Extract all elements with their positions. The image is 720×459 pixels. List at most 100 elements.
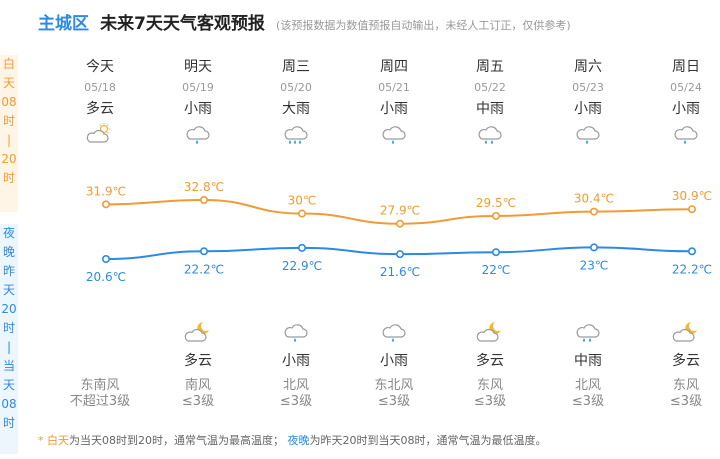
low-temp-point xyxy=(200,247,209,256)
wind-level: ≤3级 xyxy=(279,394,313,409)
low-temp-point xyxy=(297,243,306,252)
night-weather-text: 小雨 xyxy=(380,353,408,369)
high-temp-point xyxy=(491,211,500,220)
partly-cloudy-moon-icon xyxy=(672,322,697,342)
day-date: 05/24 xyxy=(670,81,702,94)
day-weather-text: 小雨 xyxy=(574,101,602,117)
night-column[interactable]: 中雨 北风 ≤3级 xyxy=(548,318,628,410)
side-char: 夜 xyxy=(2,226,15,240)
day-date: 05/23 xyxy=(572,81,604,94)
high-temp-point xyxy=(200,196,209,205)
day-column[interactable]: 周四 05/21 小雨 xyxy=(359,56,429,148)
low-temp-label: 22.2℃ xyxy=(672,262,712,276)
wind-direction: 南风 xyxy=(184,378,211,393)
side-char: 天 xyxy=(2,76,15,90)
side-char: 时 xyxy=(2,171,15,185)
side-char: | xyxy=(6,133,12,147)
light-rain-icon xyxy=(576,126,600,144)
low-temp-label: 23℃ xyxy=(580,258,609,272)
light-rain-icon xyxy=(382,126,406,144)
night-weather-text: 多云 xyxy=(476,353,504,369)
side-char: 天 xyxy=(2,283,15,297)
low-temp-label: 22.9℃ xyxy=(282,259,322,273)
moderate-rain-icon xyxy=(576,324,600,342)
side-char: 白 xyxy=(2,57,15,71)
wind-level: ≤3级 xyxy=(377,394,411,409)
side-char: 晚 xyxy=(2,245,15,259)
high-temp-point xyxy=(687,205,696,214)
night-column[interactable]: 东南风 不超过3级 xyxy=(60,318,140,410)
wind-direction: 北风 xyxy=(282,378,309,393)
side-char: 时 xyxy=(2,416,15,430)
moderate-rain-icon xyxy=(478,126,502,144)
day-column[interactable]: 周五 05/22 中雨 xyxy=(455,56,525,148)
night-weather-text xyxy=(60,350,140,372)
side-char: 天 xyxy=(2,378,15,392)
wind-level: ≤3级 xyxy=(669,394,703,409)
day-column[interactable]: 周日 05/24 小雨 xyxy=(651,56,720,148)
light-rain-icon xyxy=(674,126,698,144)
day-column[interactable]: 明天 05/19 小雨 xyxy=(163,56,233,148)
side-char: 20 xyxy=(1,152,17,166)
day-name: 周日 xyxy=(672,59,700,75)
daytime-period-label: 白 天 08 时 | 20 时 xyxy=(0,55,18,212)
wind-info: 东风 ≤3级 xyxy=(450,378,530,410)
night-weather-text: 小雨 xyxy=(282,353,310,369)
night-column[interactable]: 小雨东北风 ≤3级 xyxy=(354,318,434,410)
wind-info: 北风 ≤3级 xyxy=(548,378,628,410)
wind-direction: 东风 xyxy=(476,378,503,393)
high-temp-point xyxy=(297,209,306,218)
wind-level: 不超过3级 xyxy=(69,394,131,409)
wind-info: 东南风 不超过3级 xyxy=(60,378,140,410)
wind-info: 南风 ≤3级 xyxy=(158,378,238,410)
day-date: 05/19 xyxy=(182,81,214,94)
footer-night-term: 夜晚 xyxy=(287,434,310,447)
high-temp-point xyxy=(589,207,598,216)
low-temp-label: 20.6℃ xyxy=(86,270,126,284)
day-name: 周三 xyxy=(282,59,310,75)
day-column[interactable]: 周三 05/20 大雨 xyxy=(261,56,331,148)
wind-info: 北风 ≤3级 xyxy=(256,378,336,410)
day-column[interactable]: 周六 05/23 小雨 xyxy=(553,56,623,148)
high-temp-label: 30℃ xyxy=(288,194,317,208)
side-char: 昨 xyxy=(2,264,15,278)
low-temp-point xyxy=(102,255,111,264)
heavy-rain-icon xyxy=(284,126,308,144)
partly-cloudy-moon-icon xyxy=(184,322,209,342)
day-column[interactable]: 今天 05/18 多云 xyxy=(65,56,135,148)
light-rain-icon xyxy=(284,324,308,342)
side-char: 20 xyxy=(1,302,17,316)
night-weather-text: 多云 xyxy=(672,353,700,369)
side-char: 时 xyxy=(2,321,15,335)
high-temp-label: 27.9℃ xyxy=(380,204,420,218)
forecast-disclaimer: (该预报数据为数值预报自动输出，未经人工订正，仅供参考) xyxy=(276,19,571,32)
night-column[interactable]: 多云南风 ≤3级 xyxy=(158,318,238,410)
footer-note: * 白天为当天08时到20时，通常气温为最高温度； 夜晚为昨天20时到当天08时… xyxy=(38,432,547,448)
night-column[interactable]: 多云东风 ≤3级 xyxy=(450,318,530,410)
low-temp-point xyxy=(491,248,500,257)
day-name: 周五 xyxy=(476,59,504,75)
night-column[interactable]: 小雨北风 ≤3级 xyxy=(256,318,336,410)
high-temp-label: 32.8℃ xyxy=(184,180,224,194)
low-temp-label: 22℃ xyxy=(482,263,511,277)
side-char: | xyxy=(6,340,12,354)
wind-level: ≤3级 xyxy=(473,394,507,409)
nighttime-period-label: 夜 晚 昨 天 20 时 | 当 天 08 时 xyxy=(0,224,18,454)
light-rain-icon xyxy=(186,126,210,144)
high-temp-point xyxy=(395,219,404,228)
night-weather-text: 多云 xyxy=(184,353,212,369)
footer-night-text: 为昨天20时到当天08时，通常气温为最低温度。 xyxy=(309,434,547,447)
wind-info: 东北风 ≤3级 xyxy=(354,378,434,410)
wind-level: ≤3级 xyxy=(571,394,605,409)
side-char: 08 xyxy=(1,95,17,109)
night-column[interactable]: 多云 东风 ≤3级 xyxy=(646,318,720,410)
day-date: 05/18 xyxy=(84,81,116,94)
partly-cloudy-moon-icon xyxy=(476,322,501,342)
district-name[interactable]: 主城区 xyxy=(38,14,89,34)
high-temp-point xyxy=(102,200,111,209)
day-name: 周四 xyxy=(380,59,408,75)
day-name: 今天 xyxy=(86,59,114,75)
side-char: 08 xyxy=(1,397,17,411)
high-temp-label: 31.9℃ xyxy=(86,184,126,198)
